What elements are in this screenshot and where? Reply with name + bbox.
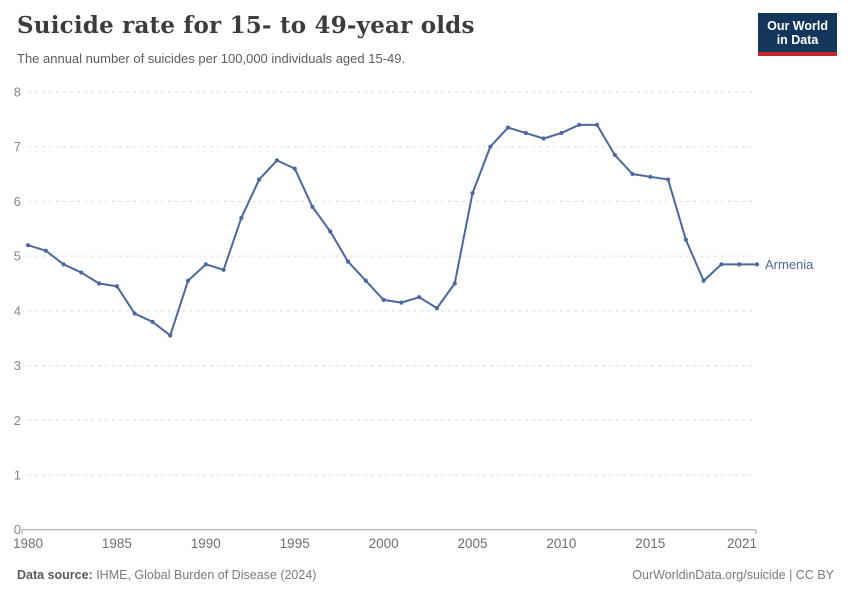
- data-point[interactable]: [185, 278, 191, 283]
- owid-logo[interactable]: Our World in Data: [758, 13, 837, 56]
- data-source-text: IHME, Global Burden of Disease (2024): [92, 568, 317, 582]
- data-point[interactable]: [523, 130, 528, 136]
- data-point[interactable]: [274, 158, 280, 163]
- x-axis-label: 2000: [369, 536, 399, 551]
- y-axis-label: 8: [14, 85, 21, 100]
- data-point[interactable]: [665, 177, 671, 182]
- data-point[interactable]: [594, 122, 600, 127]
- x-axis-label: 2015: [635, 536, 665, 551]
- data-point[interactable]: [399, 300, 404, 305]
- data-point[interactable]: [683, 237, 688, 242]
- chart-footer: Data source: IHME, Global Burden of Dise…: [17, 568, 834, 582]
- data-point[interactable]: [345, 259, 351, 264]
- data-point[interactable]: [328, 229, 333, 234]
- x-axis-label: 2021: [727, 536, 757, 551]
- data-point[interactable]: [150, 319, 155, 324]
- y-axis-label: 3: [14, 358, 21, 373]
- owid-logo-line2: in Data: [776, 33, 819, 47]
- y-axis-label: 6: [14, 194, 21, 209]
- y-axis-label: 1: [14, 467, 21, 482]
- data-point[interactable]: [630, 171, 635, 177]
- data-point[interactable]: [417, 295, 422, 300]
- data-point[interactable]: [452, 281, 457, 286]
- data-point[interactable]: [648, 174, 653, 179]
- chart-subtitle: The annual number of suicides per 100,00…: [17, 51, 406, 66]
- series-line-armenia[interactable]: [27, 123, 758, 337]
- data-point[interactable]: [203, 262, 208, 267]
- y-axis-label: 7: [14, 139, 21, 154]
- series-label-armenia[interactable]: Armenia: [765, 257, 814, 272]
- data-point[interactable]: [292, 166, 297, 171]
- chart-title: Suicide rate for 15- to 49-year olds: [17, 12, 475, 39]
- data-point[interactable]: [61, 262, 66, 267]
- data-point[interactable]: [381, 297, 386, 303]
- data-point[interactable]: [577, 122, 582, 127]
- x-axis-label: 2005: [457, 536, 487, 551]
- x-axis-label: 1985: [102, 536, 132, 551]
- data-point[interactable]: [363, 278, 368, 283]
- y-axis-label: 0: [14, 522, 21, 537]
- data-point[interactable]: [434, 306, 440, 311]
- data-point[interactable]: [132, 311, 137, 316]
- y-axis-label: 4: [14, 303, 21, 318]
- x-axis-label: 1990: [191, 536, 221, 551]
- data-source-label: Data source:: [17, 568, 93, 582]
- data-point[interactable]: [754, 262, 760, 267]
- data-point[interactable]: [239, 215, 244, 220]
- owid-logo-line1: Our World: [767, 19, 828, 33]
- credit-link[interactable]: OurWorldinData.org/suicide | CC BY: [632, 568, 834, 582]
- data-point[interactable]: [79, 270, 84, 275]
- data-point[interactable]: [221, 267, 226, 272]
- data-point[interactable]: [701, 278, 706, 283]
- data-point[interactable]: [168, 333, 173, 338]
- data-point[interactable]: [43, 248, 48, 253]
- data-point[interactable]: [559, 130, 564, 136]
- data-point[interactable]: [541, 136, 546, 141]
- y-axis-label: 2: [14, 413, 21, 428]
- data-point[interactable]: [719, 262, 724, 267]
- data-point[interactable]: [25, 243, 31, 248]
- data-point[interactable]: [114, 284, 120, 289]
- data-point[interactable]: [737, 262, 742, 267]
- x-axis-label: 1980: [13, 536, 43, 551]
- y-axis-label: 5: [14, 249, 21, 264]
- data-point[interactable]: [470, 191, 475, 196]
- data-point[interactable]: [505, 125, 511, 130]
- data-point[interactable]: [97, 281, 102, 286]
- x-axis-label: 1995: [280, 536, 310, 551]
- data-point[interactable]: [310, 204, 315, 209]
- data-point[interactable]: [488, 144, 493, 149]
- data-point[interactable]: [257, 177, 262, 182]
- data-point[interactable]: [612, 152, 617, 158]
- data-source: Data source: IHME, Global Burden of Dise…: [17, 568, 316, 582]
- x-axis-label: 2010: [546, 536, 576, 551]
